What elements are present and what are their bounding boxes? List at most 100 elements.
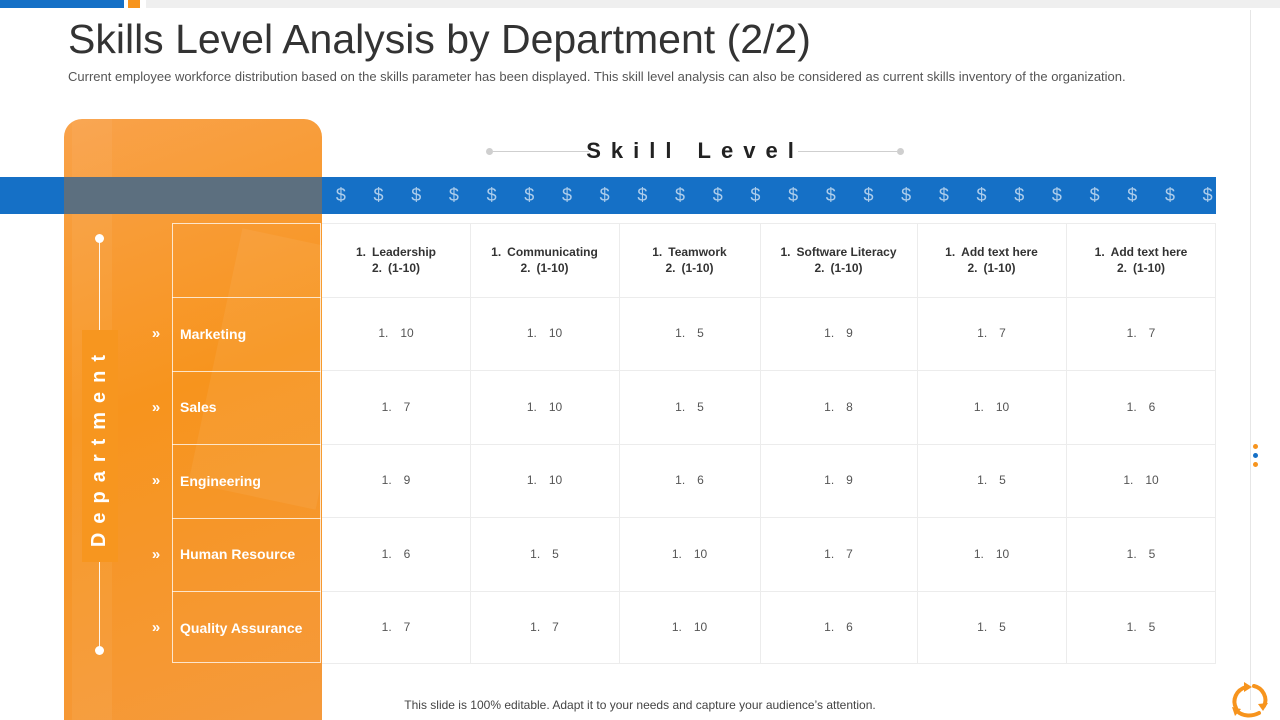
page-title: Skills Level Analysis by Department (2/2… (68, 16, 811, 62)
footer-note: This slide is 100% editable. Adapt it to… (404, 698, 876, 712)
column-header: 1. Leadership 2. (1-10) (322, 223, 470, 296)
column-header-number: 2. (814, 260, 825, 275)
dollar-icon: $ (675, 185, 686, 205)
cell-list-number: 1. (671, 546, 682, 561)
cell-value: 9 (846, 473, 853, 487)
table-cell: 1. 10 (470, 297, 619, 370)
table-cell: 1. 10 (470, 370, 619, 443)
column-header-label: Communicating (507, 244, 598, 259)
department-axis-dot-top (95, 234, 104, 243)
side-dots (1253, 444, 1258, 471)
right-divider (1250, 10, 1251, 710)
dollar-icon: $ (561, 185, 572, 205)
dollar-icon: $ (901, 185, 912, 205)
column-header: 1. Teamwork 2. (1-10) (619, 223, 760, 296)
column-header-range: (1-10) (1133, 260, 1166, 275)
dollar-icon: $ (976, 185, 987, 205)
table-cell: 1. 5 (619, 297, 760, 370)
column-header: 1. Add text here 2. (1-10) (917, 223, 1066, 296)
cell-list-number: 1. (824, 546, 835, 561)
column-header-label: Leadership (371, 244, 437, 259)
column-header-number: 1. (355, 244, 366, 259)
row-divider (322, 590, 1216, 592)
column-header-number: 2. (520, 260, 531, 275)
cell-value: 10 (548, 473, 563, 487)
cell-value: 5 (999, 473, 1006, 487)
dollar-icon: $ (1014, 185, 1025, 205)
department-row-divider (172, 591, 321, 592)
row-divider (322, 663, 1216, 664)
dollar-icon: $ (1202, 185, 1213, 205)
column-header-number: 1. (780, 244, 791, 259)
cell-list-number: 1. (675, 473, 686, 487)
column-header: 1. Software Literacy 2. (1-10) (760, 223, 917, 296)
cell-value: 10 (995, 399, 1010, 414)
column-header-range: (1-10) (983, 260, 1016, 275)
row-divider (322, 296, 1216, 298)
dollar-icon: $ (1164, 185, 1175, 205)
cell-list-number: 1. (824, 399, 835, 414)
cell-list-number: 1. (977, 620, 988, 634)
column-header-label: Add text here (1110, 244, 1188, 259)
table-cell: 1. 5 (917, 591, 1066, 664)
table-cell: 1. 5 (619, 370, 760, 443)
recycle-logo-icon (1232, 682, 1268, 718)
department-list-box (172, 223, 321, 663)
column-header-range: (1-10) (536, 260, 569, 275)
dollar-icon: $ (335, 185, 346, 205)
department-name: Human Resource (180, 546, 296, 562)
department-name: Marketing (180, 325, 247, 342)
department-row-divider (172, 444, 321, 445)
cell-list-number: 1. (530, 546, 541, 561)
department-label-wrap: Department (82, 330, 118, 562)
cell-value: 6 (1148, 399, 1156, 414)
column-header: 1. Add text here 2. (1-10) (1066, 223, 1216, 296)
cell-value: 9 (846, 326, 853, 340)
table-cell: 1. 6 (1066, 370, 1216, 443)
row-divider (322, 370, 1216, 371)
table-cell: 1. 9 (322, 444, 470, 517)
cell-value: 5 (1148, 620, 1156, 634)
cell-list-number: 1. (977, 473, 988, 487)
dollar-band-panel-overlay (64, 177, 322, 214)
cell-list-number: 1. (381, 399, 392, 414)
column-header-number: 1. (491, 244, 502, 259)
cell-list-number: 1. (824, 326, 835, 340)
table-cell: 1. 7 (322, 370, 470, 443)
top-accent-blue (0, 0, 124, 8)
chevron-right-icon: » (151, 398, 161, 416)
top-accent-grey (146, 0, 1280, 8)
page-subtitle: Current employee workforce distribution … (68, 69, 1126, 84)
cell-value: 6 (697, 473, 704, 487)
dollar-icon: $ (524, 185, 535, 205)
column-header-label: Add text here (961, 244, 1038, 259)
dollar-icon: $ (637, 185, 648, 205)
dollar-icon: $ (599, 185, 610, 205)
cell-value: 9 (403, 473, 411, 487)
cell-list-number: 1. (381, 473, 392, 487)
table-cell: 1. 5 (1066, 517, 1216, 590)
cell-value: 5 (1148, 546, 1156, 561)
dollar-icon: $ (788, 185, 799, 205)
row-divider (322, 223, 1216, 224)
table-cell: 1. 10 (1066, 444, 1216, 517)
dollar-icon: $ (938, 185, 949, 205)
cell-value: 10 (693, 620, 708, 634)
dollar-icon: $ (411, 185, 422, 205)
department-label: Department (88, 345, 111, 547)
column-header-number: 2. (371, 260, 382, 275)
cell-list-number: 1. (1126, 399, 1137, 414)
column-header-number: 2. (665, 260, 676, 275)
row-divider (322, 443, 1216, 445)
cell-list-number: 1. (526, 473, 537, 487)
cell-list-number: 1. (1126, 546, 1137, 561)
dollar-icon: $ (373, 185, 384, 205)
department-name: Engineering (180, 472, 261, 489)
dollar-icon: $ (825, 185, 836, 205)
cell-value: 10 (693, 546, 708, 561)
column-header-range: (1-10) (830, 260, 863, 275)
table-cell: 1. 10 (917, 517, 1066, 590)
table-cell: 1. 8 (760, 370, 917, 443)
table-cell: 1. 6 (760, 591, 917, 664)
dollar-icon: $ (486, 185, 497, 205)
